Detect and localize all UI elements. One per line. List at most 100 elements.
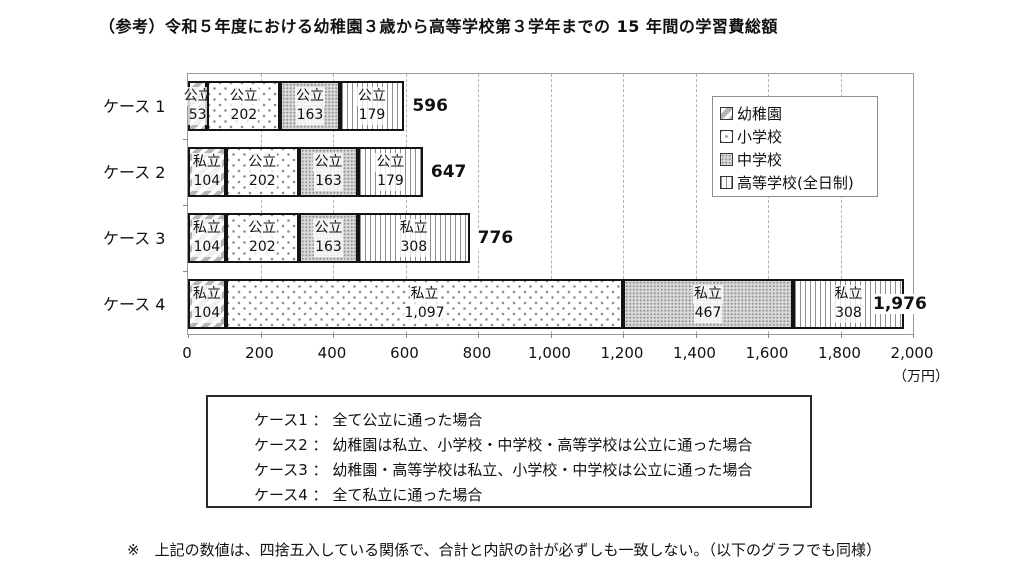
segment-sector-label: 公立 [247, 219, 278, 238]
case-description-box: ケース1 ： 全て公立に通った場合 ケース2 ： 幼稚園は私立、小学校・中学校・… [206, 395, 812, 508]
vertical-lines-swatch-icon [720, 176, 733, 189]
x-axis-tick-1000 [550, 334, 552, 338]
gridline-1800 [840, 74, 842, 334]
segment-value-label: 163 [314, 238, 343, 257]
category-boundary-tick [183, 139, 188, 140]
gridline-600 [405, 74, 407, 334]
segment-value-label: 163 [295, 106, 325, 125]
sparse-dots-swatch-icon [720, 130, 733, 143]
segment-value-label: 202 [247, 238, 277, 257]
segment-value-label: 308 [834, 304, 863, 323]
x-axis-tick-label: 1,200 [600, 344, 644, 362]
segment-value-label: 53 [187, 106, 208, 125]
bar-segment: 公立 202 [207, 81, 281, 131]
x-axis-tick-label: 600 [390, 344, 419, 362]
segment-sector-label: 公立 [247, 153, 278, 172]
gridline-1400 [695, 74, 697, 334]
x-axis-tick-label: 400 [317, 344, 347, 362]
bar-row-case-3: 私立 104 公立 202 公立 163 私立 308 [188, 213, 913, 263]
bar-segment: 私立 104 [188, 213, 226, 263]
legend-label: 中学校 [737, 151, 783, 169]
bar-segment: 私立 104 [188, 147, 226, 197]
segment-sector-label: 公立 [294, 87, 325, 106]
case-description-line: ケース2 ： 幼稚園は私立、小学校・中学校・高等学校は公立に通った場合 [254, 436, 753, 454]
legend-item-2: 小学校 [720, 125, 877, 148]
x-axis-tick-label: 800 [462, 344, 492, 362]
legend-label: 幼稚園 [737, 105, 783, 123]
gridline-1200 [623, 74, 624, 334]
case-description-line: ケース4 ： 全て私立に通った場合 [254, 486, 483, 504]
bar-segment: 私立 1,097 [225, 279, 624, 329]
legend-item-3: 中学校 [720, 148, 877, 171]
segment-sector-label: 公立 [313, 219, 344, 238]
x-axis-tick-label: 1,000 [528, 344, 571, 362]
bar-row-case-1: 公立 53 公立 202 公立 163 公立 179 [182, 81, 913, 131]
footnote: ※ 上記の数値は、四捨五入している関係で、合計と内訳の計が必ずしも一致しない。（… [127, 541, 882, 559]
segment-sector-label: 私立 [398, 219, 429, 238]
bar-segment: 私立 308 [358, 213, 470, 263]
x-axis-tick-0 [188, 334, 189, 338]
legend: 幼稚園小学校中学校高等学校(全日制) [712, 96, 878, 197]
x-axis-unit-label: （万円） [893, 369, 949, 385]
x-axis-tick-800 [478, 334, 479, 338]
x-axis-tick-labels: 0 200 400 600 800 1,000 1,200 1,400 1,600 1,800 2,… [182, 344, 933, 364]
bar-total-label: 776 [475, 228, 516, 248]
x-axis-tick-label: 200 [245, 344, 274, 362]
x-axis-tick-1400 [695, 334, 697, 338]
bar-segment: 公立 163 [298, 213, 358, 263]
gridline-400 [333, 74, 334, 334]
bar-segment: 公立 163 [298, 147, 358, 197]
segment-value-label: 104 [192, 172, 222, 191]
segment-sector-label: 公立 [375, 153, 406, 172]
x-axis-tick-1600 [768, 334, 769, 338]
category-label: ケース 4 [103, 295, 166, 314]
legend-label: 高等学校(全日制) [737, 174, 854, 192]
bar-segment: 公立 53 [182, 81, 213, 131]
bar-segment: 私立 308 [792, 279, 905, 329]
segment-value-label: 202 [247, 172, 277, 191]
gridline-200 [260, 74, 262, 334]
x-axis-tick-600 [405, 334, 407, 338]
x-axis-tick-label: 0 [182, 344, 192, 362]
segment-sector-label: 公立 [313, 153, 344, 172]
chart-title: （参考）令和５年度における幼稚園３歳から高等学校第３学年までの 15 年間の学習… [99, 17, 778, 36]
segment-value-label: 1,097 [403, 304, 446, 323]
category-boundary-tick [183, 205, 188, 206]
dense-dots-swatch-icon [720, 153, 733, 166]
segment-sector-label: 私立 [833, 285, 864, 304]
x-axis-tick-1200 [623, 334, 624, 338]
segment-sector-label: 私立 [191, 285, 222, 304]
x-axis-tick-label: 1,600 [745, 344, 789, 362]
segment-value-label: 308 [399, 238, 429, 257]
category-boundary-tick [183, 271, 188, 272]
x-axis-tick-1800 [840, 334, 842, 338]
segment-sector-label: 私立 [191, 153, 222, 172]
bar-segment: 私立 104 [188, 279, 226, 329]
bar-segment: 公立 202 [225, 213, 299, 263]
bar-segment: 私立 467 [623, 279, 793, 329]
segment-sector-label: 公立 [182, 87, 213, 106]
gridline-800 [478, 74, 479, 334]
bar-row-case-4: 私立 104 私立 1,097 私立 467 私立 308 [188, 279, 913, 329]
segment-value-label: 104 [192, 238, 222, 257]
category-label: ケース 1 [103, 97, 166, 116]
x-axis-tick-label: 1,800 [818, 344, 861, 362]
gridline-1000 [550, 74, 552, 334]
category-label: ケース 3 [103, 229, 166, 248]
case-description-line: ケース1 ： 全て公立に通った場合 [254, 411, 483, 429]
x-axis-tick-400 [333, 334, 334, 338]
x-axis-tick-label: 2,000 [890, 344, 934, 362]
segment-value-label: 202 [229, 106, 259, 125]
segment-sector-label: 私立 [693, 285, 723, 304]
segment-sector-label: 私立 [409, 285, 440, 304]
segment-sector-label: 公立 [228, 87, 259, 106]
segment-value-label: 179 [357, 106, 387, 125]
x-axis-tick-200 [260, 334, 262, 338]
diagonal-hatch-swatch-icon [720, 107, 733, 120]
bar-segment: 公立 202 [225, 147, 299, 197]
gridline-1600 [768, 74, 769, 334]
segment-value-label: 179 [376, 172, 405, 191]
category-label: ケース 2 [103, 163, 166, 182]
y-axis-category-labels: ケース 1 ケース 2 ケース 3 ケース 4 [100, 73, 184, 333]
